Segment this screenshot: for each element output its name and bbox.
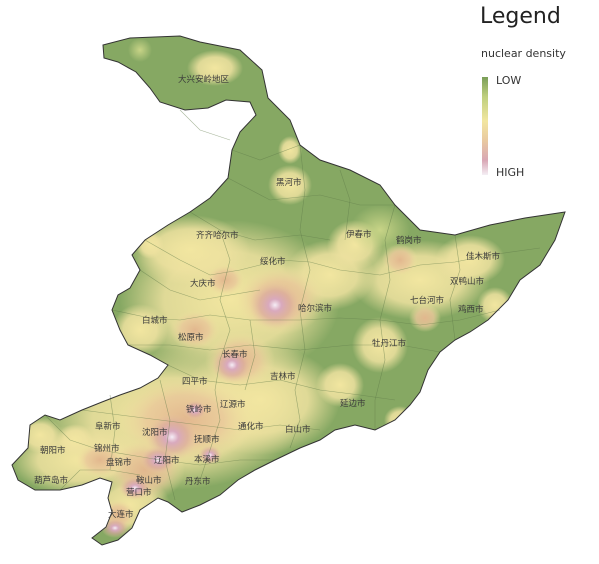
- city-label-daqing: 大庆市: [190, 278, 216, 289]
- city-label-baishan: 白山市: [285, 424, 311, 435]
- city-label-jiamusi: 佳木斯市: [466, 251, 501, 262]
- city-label-heihe: 黑河市: [276, 177, 302, 188]
- city-label-changchun: 长春市: [222, 349, 248, 360]
- city-labels: 大兴安岭地区 黑河市 伊春市 鹤岗市 佳木斯市 齐齐哈尔市 绥化市 双鸭山市 七…: [34, 74, 501, 520]
- city-label-harbin: 哈尔滨市: [298, 303, 333, 314]
- boundary-lines: [44, 109, 541, 501]
- city-label-yingkou: 营口市: [126, 487, 152, 498]
- city-label-dalian: 大连市: [108, 509, 134, 520]
- city-label-panjin: 盘锦市: [106, 457, 132, 468]
- city-label-dandong: 丹东市: [185, 476, 211, 487]
- city-label-fuxin: 阜新市: [95, 421, 121, 432]
- city-label-daxinganling: 大兴安岭地区: [178, 74, 230, 85]
- city-label-siping: 四平市: [182, 376, 208, 387]
- legend-title: Legend: [480, 4, 561, 29]
- city-label-songyuan: 松原市: [178, 332, 204, 343]
- city-label-jixi: 鸡西市: [458, 304, 484, 315]
- city-label-jilin: 吉林市: [270, 371, 296, 382]
- city-label-qiqihar: 齐齐哈尔市: [196, 230, 239, 241]
- city-label-shuangyashan: 双鸭山市: [450, 276, 485, 287]
- city-label-tonghua: 通化市: [238, 421, 264, 432]
- city-label-tieling: 铁岭市: [186, 404, 212, 415]
- city-label-shenyang: 沈阳市: [142, 427, 168, 438]
- city-label-hegang: 鹤岗市: [396, 235, 422, 246]
- city-label-liaoyang: 辽阳市: [154, 455, 180, 466]
- city-label-huludao: 葫芦岛市: [34, 475, 69, 486]
- city-label-benxi: 本溪市: [194, 454, 220, 465]
- city-label-baicheng: 白城市: [142, 315, 168, 326]
- city-label-suihua: 绥化市: [260, 256, 286, 267]
- region-outline: [11, 35, 566, 546]
- city-label-anshan: 鞍山市: [136, 475, 162, 486]
- city-label-qitaihe: 七台河市: [410, 295, 445, 306]
- city-label-mudanjiang: 牡丹江市: [372, 338, 407, 349]
- city-label-yanbian: 延边市: [340, 398, 366, 409]
- city-label-jinzhou: 锦州市: [94, 443, 120, 454]
- legend-low-label: LOW: [496, 74, 522, 87]
- city-label-yichun: 伊春市: [346, 229, 372, 240]
- legend-subtitle: nuclear density: [481, 47, 566, 60]
- legend-high-label: HIGH: [496, 166, 525, 179]
- city-label-liaoyuan: 辽源市: [220, 399, 246, 410]
- city-label-chaoyang: 朝阳市: [40, 445, 66, 456]
- city-label-fushun: 抚顺市: [194, 434, 220, 445]
- legend-color-ramp: [482, 77, 488, 175]
